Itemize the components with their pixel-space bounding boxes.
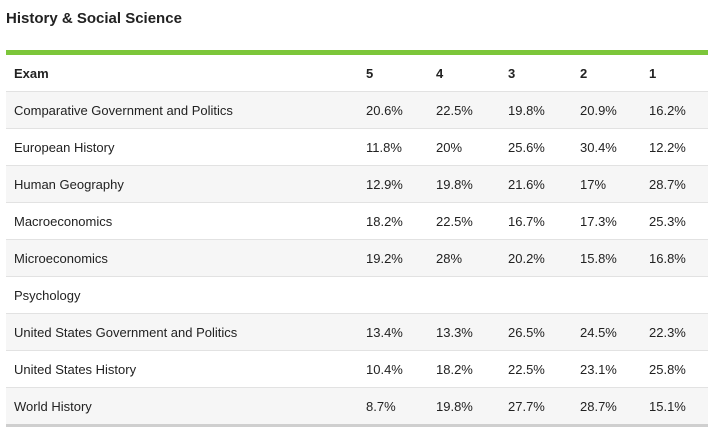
score-1-cell: 15.1% [641,387,708,427]
table-row: Microeconomics 19.2% 28% 20.2% 15.8% 16.… [6,239,708,277]
table-row: Human Geography 12.9% 19.8% 21.6% 17% 28… [6,165,708,203]
accent-bar [6,50,708,55]
exam-name: Human Geography [6,165,358,203]
score-3-cell: 19.8% [500,91,572,129]
score-2-cell: 17% [572,165,641,203]
score-1-cell: 28.7% [641,165,708,203]
score-3-cell: 26.5% [500,313,572,351]
score-5-cell: 20.6% [358,91,428,129]
header-score-2: 2 [572,55,641,92]
table-row: Psychology [6,276,708,314]
score-2-cell [572,276,641,314]
table-row: Macroeconomics 18.2% 22.5% 16.7% 17.3% 2… [6,202,708,240]
table-row: Comparative Government and Politics 20.6… [6,91,708,129]
exam-name: United States History [6,350,358,388]
score-2-cell: 17.3% [572,202,641,240]
score-4-cell: 20% [428,128,500,166]
exam-name: World History [6,387,358,427]
score-5-cell: 12.9% [358,165,428,203]
exam-name: European History [6,128,358,166]
header-score-3: 3 [500,55,572,92]
score-2-cell: 23.1% [572,350,641,388]
score-4-cell: 19.8% [428,165,500,203]
score-4-cell: 19.8% [428,387,500,427]
score-4-cell: 13.3% [428,313,500,351]
table-row: United States Government and Politics 13… [6,313,708,351]
header-score-5: 5 [358,55,428,92]
score-1-cell: 22.3% [641,313,708,351]
score-1-cell: 12.2% [641,128,708,166]
score-3-cell: 27.7% [500,387,572,427]
score-2-cell: 15.8% [572,239,641,277]
score-5-cell: 13.4% [358,313,428,351]
score-4-cell [428,276,500,314]
exam-name: United States Government and Politics [6,313,358,351]
table-row: World History 8.7% 19.8% 27.7% 28.7% 15.… [6,387,708,427]
score-1-cell: 16.8% [641,239,708,277]
score-3-cell [500,276,572,314]
score-4-cell: 22.5% [428,91,500,129]
score-5-cell: 19.2% [358,239,428,277]
score-3-cell: 22.5% [500,350,572,388]
header-score-1: 1 [641,55,708,92]
score-2-cell: 24.5% [572,313,641,351]
score-3-cell: 25.6% [500,128,572,166]
score-3-cell: 21.6% [500,165,572,203]
score-5-cell: 8.7% [358,387,428,427]
table-row: United States History 10.4% 18.2% 22.5% … [6,350,708,388]
score-1-cell [641,276,708,314]
table-header-row: Exam 5 4 3 2 1 [6,55,708,92]
score-1-cell: 16.2% [641,91,708,129]
score-4-cell: 28% [428,239,500,277]
header-score-4: 4 [428,55,500,92]
score-1-cell: 25.3% [641,202,708,240]
header-exam: Exam [6,55,358,92]
score-1-cell: 25.8% [641,350,708,388]
exam-name: Comparative Government and Politics [6,91,358,129]
score-4-cell: 18.2% [428,350,500,388]
score-2-cell: 20.9% [572,91,641,129]
exam-name: Microeconomics [6,239,358,277]
score-table: Exam 5 4 3 2 1 Comparative Government an… [6,55,708,427]
score-5-cell: 18.2% [358,202,428,240]
score-3-cell: 20.2% [500,239,572,277]
score-4-cell: 22.5% [428,202,500,240]
score-5-cell [358,276,428,314]
score-2-cell: 28.7% [572,387,641,427]
score-3-cell: 16.7% [500,202,572,240]
table-row: European History 11.8% 20% 25.6% 30.4% 1… [6,128,708,166]
exam-name: Macroeconomics [6,202,358,240]
score-2-cell: 30.4% [572,128,641,166]
score-5-cell: 11.8% [358,128,428,166]
section-title: History & Social Science [6,10,182,27]
score-5-cell: 10.4% [358,350,428,388]
exam-name: Psychology [6,276,358,314]
